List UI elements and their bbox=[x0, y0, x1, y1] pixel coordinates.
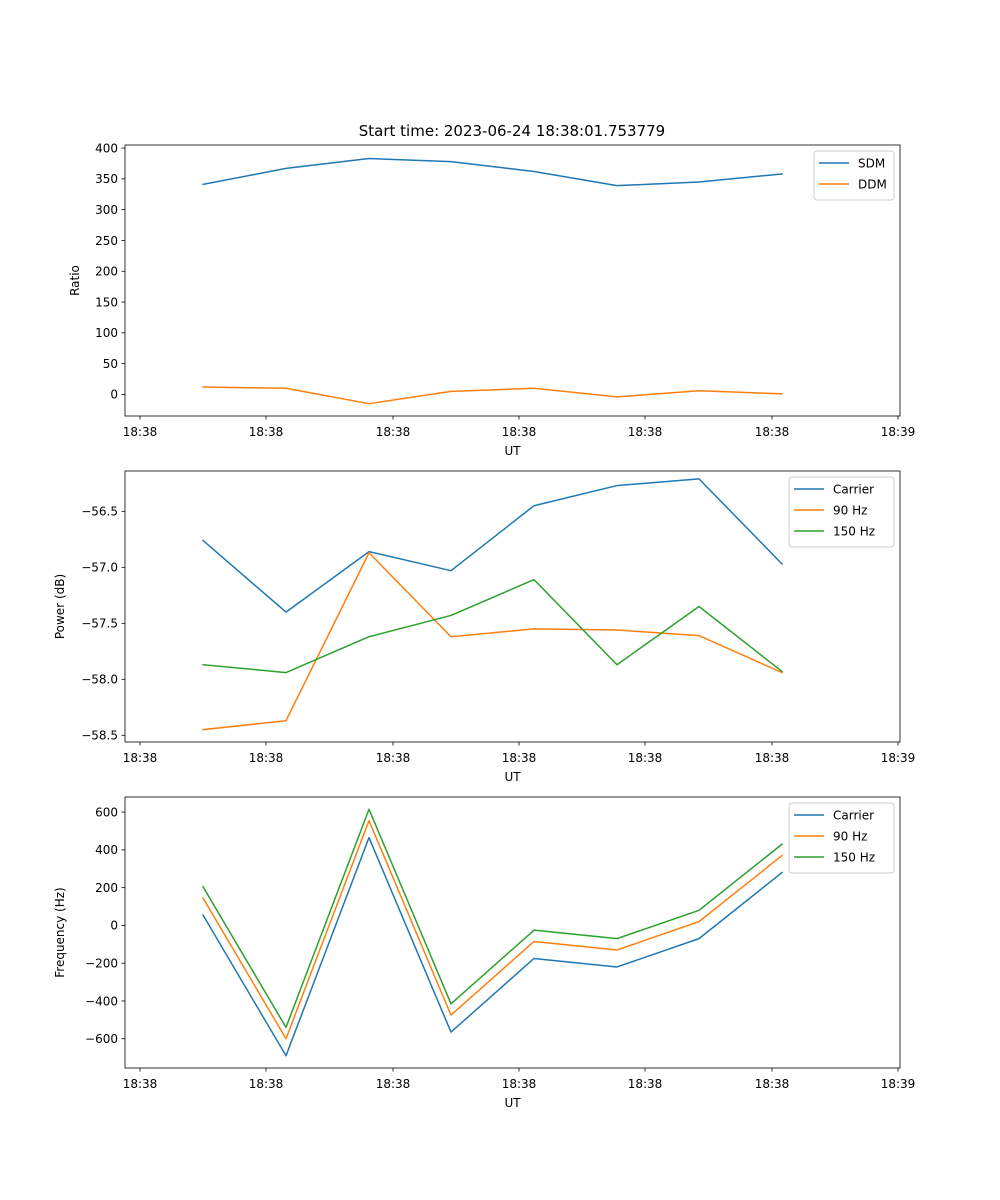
ratio-y-tick-label: 200 bbox=[95, 265, 118, 279]
ratio-x-tick-label: 18:38 bbox=[376, 425, 411, 439]
ratio-y-tick-label: 100 bbox=[95, 326, 118, 340]
frequency-y-axis-label: Frequency (Hz) bbox=[53, 887, 67, 978]
ratio-y-tick-label: 400 bbox=[95, 141, 118, 155]
frequency-y-tick-label: 0 bbox=[110, 919, 118, 933]
power-legend-label: Carrier bbox=[833, 482, 874, 496]
power-y-tick-label: −56.5 bbox=[81, 505, 118, 519]
frequency-x-tick-label: 18:38 bbox=[755, 1077, 790, 1091]
frequency-series-line-90-hz bbox=[201, 819, 784, 1040]
ratio-y-tick-label: 250 bbox=[95, 234, 118, 248]
ratio-subplot: 0 50 100 150 200 250 300 350 400 18:38 18:38 18:38 1… bbox=[68, 141, 915, 458]
ratio-x-tick-label: 18:39 bbox=[881, 425, 916, 439]
power-x-tick-label: 18:38 bbox=[123, 751, 158, 765]
power-legend: Carrier 90 Hz 150 Hz bbox=[788, 476, 895, 548]
frequency-y-tick-label: 600 bbox=[95, 805, 118, 819]
ratio-y-tick-label: 0 bbox=[110, 388, 118, 402]
power-x-tick-label: 18:38 bbox=[755, 751, 790, 765]
power-y-tick-label: −58.0 bbox=[81, 673, 118, 687]
power-subplot: −58.5 −58.0 −57.5 −57.0 −56.5 18:38 18:38 18:38… bbox=[53, 470, 916, 784]
ratio-y-axis-label: Ratio bbox=[68, 265, 82, 296]
ratio-axes-frame bbox=[124, 144, 901, 417]
power-y-axis-label: Power (dB) bbox=[53, 574, 67, 639]
power-y-tick-label: −58.5 bbox=[81, 729, 118, 743]
frequency-x-axis-label: UT bbox=[504, 1096, 521, 1110]
ratio-y-tick-label: 50 bbox=[103, 357, 118, 371]
frequency-x-tick-label: 18:38 bbox=[249, 1077, 284, 1091]
ratio-x-tick-label: 18:38 bbox=[249, 425, 284, 439]
power-x-tick-label: 18:38 bbox=[249, 751, 284, 765]
frequency-axes-frame bbox=[124, 796, 901, 1069]
frequency-x-tick-label: 18:38 bbox=[123, 1077, 158, 1091]
power-x-tick-label: 18:38 bbox=[628, 751, 663, 765]
ratio-legend-label: SDM bbox=[858, 156, 885, 170]
frequency-legend-label: Carrier bbox=[833, 808, 874, 822]
ratio-x-tick-label: 18:38 bbox=[755, 425, 790, 439]
ratio-y-tick-label: 350 bbox=[95, 172, 118, 186]
chart-title: Start time: 2023-06-24 18:38:01.753779 bbox=[359, 122, 665, 140]
frequency-y-tick-label: −600 bbox=[85, 1032, 118, 1046]
power-y-tick-label: −57.5 bbox=[81, 617, 118, 631]
ratio-series-line-sdm bbox=[202, 157, 783, 187]
ratio-y-tick-label: 300 bbox=[95, 203, 118, 217]
frequency-legend-label: 150 Hz bbox=[833, 850, 875, 864]
power-series-line-90-hz bbox=[202, 552, 783, 731]
frequency-x-tick-label: 18:38 bbox=[628, 1077, 663, 1091]
frequency-x-tick-label: 18:39 bbox=[881, 1077, 916, 1091]
ratio-x-tick-label: 18:38 bbox=[502, 425, 537, 439]
frequency-x-tick-label: 18:38 bbox=[502, 1077, 537, 1091]
power-x-tick-label: 18:38 bbox=[376, 751, 411, 765]
power-series-line-carrier bbox=[201, 478, 784, 613]
ratio-y-tick-label: 150 bbox=[95, 295, 118, 309]
power-legend-frame bbox=[788, 476, 895, 548]
frequency-subplot: −600 −400 −200 0 200 400 600 18:38 18:38 18:38 18:… bbox=[53, 796, 916, 1110]
frequency-legend: Carrier 90 Hz 150 Hz bbox=[788, 802, 895, 874]
frequency-y-tick-label: 200 bbox=[95, 881, 118, 895]
power-x-tick-label: 18:38 bbox=[502, 751, 537, 765]
subplots: 0 50 100 150 200 250 300 350 400 18:38 18:38 18:38 1… bbox=[53, 141, 915, 1110]
ratio-x-axis-label: UT bbox=[504, 444, 521, 458]
power-legend-label: 90 Hz bbox=[833, 503, 867, 517]
frequency-y-tick-label: 400 bbox=[95, 843, 118, 857]
frequency-legend-label: 90 Hz bbox=[833, 829, 867, 843]
power-y-tick-label: −57.0 bbox=[81, 561, 118, 575]
frequency-series-line-carrier bbox=[201, 836, 784, 1057]
ratio-x-tick-label: 18:38 bbox=[123, 425, 158, 439]
power-x-axis-label: UT bbox=[504, 770, 521, 784]
power-legend-label: 150 Hz bbox=[833, 524, 875, 538]
frequency-legend-frame bbox=[788, 802, 895, 874]
ratio-series-line-ddm bbox=[202, 386, 783, 405]
ratio-legend: SDM DDM bbox=[813, 150, 895, 201]
frequency-y-tick-label: −200 bbox=[85, 956, 118, 970]
frequency-x-tick-label: 18:38 bbox=[376, 1077, 411, 1091]
ratio-x-tick-label: 18:38 bbox=[628, 425, 663, 439]
ratio-legend-label: DDM bbox=[858, 177, 887, 191]
frequency-series-line-150-hz bbox=[201, 808, 784, 1029]
frequency-y-tick-label: −400 bbox=[85, 994, 118, 1008]
power-x-tick-label: 18:39 bbox=[881, 751, 916, 765]
power-series-line-150-hz bbox=[202, 578, 784, 674]
power-axes-frame bbox=[124, 470, 901, 743]
